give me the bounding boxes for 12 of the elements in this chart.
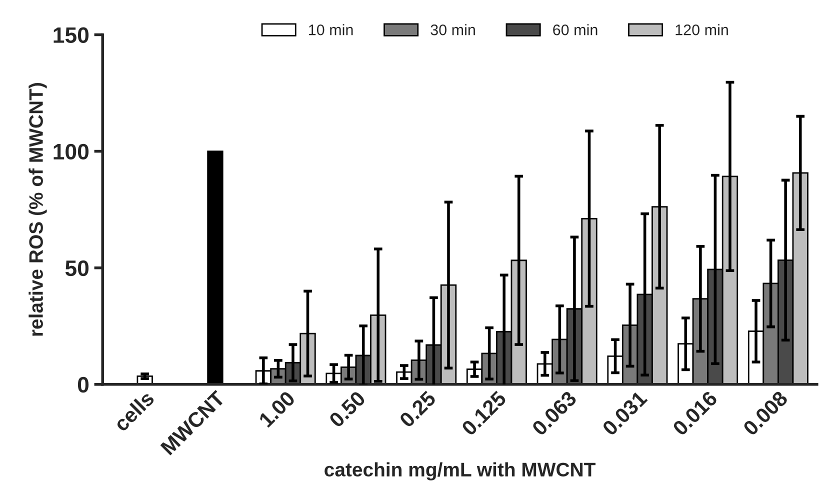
- y-tick-label: 100: [54, 144, 89, 160]
- legend-label: 120 min: [676, 24, 728, 36]
- x-axis-title: catechin mg/mL with MWCNT: [324, 462, 596, 480]
- y-axis-title: relative ROS (% of MWCNT): [28, 83, 47, 336]
- y-tick-label: 50: [65, 260, 89, 276]
- legend-label: 30 min: [430, 24, 475, 36]
- y-tick-label: 0: [78, 376, 89, 393]
- bar: [207, 150, 224, 384]
- legend-label: 60 min: [553, 24, 598, 36]
- x-tick-label: 0.50: [328, 390, 366, 428]
- legend-label: 10 min: [309, 24, 353, 36]
- y-tick-label: 150: [54, 27, 89, 43]
